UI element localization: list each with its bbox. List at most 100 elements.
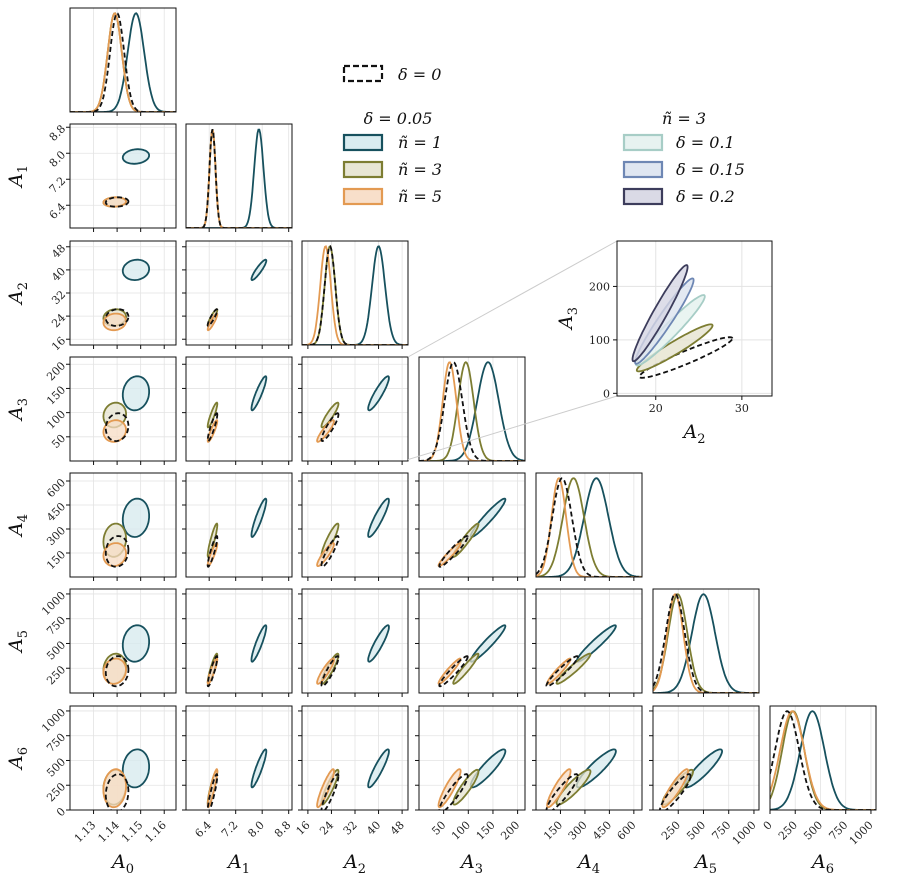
contour-ellipse [121,258,150,282]
joint-panel-A1-A2 [182,240,293,349]
legend-label: δ = 0.1 [676,133,735,152]
contour-ellipse [452,652,480,685]
x-axis-label: A3 [459,851,483,877]
legend-label: δ = 0.2 [676,187,735,206]
marginal-panel-A5 [652,588,760,697]
contour-ellipse [545,773,579,810]
contour-ellipse [438,655,469,688]
joint-panel-A3-A6: 50 100 150 200 [415,705,526,843]
contour-ellipse [316,657,335,685]
x-tick-label: 50 [429,819,448,838]
panel-frame [418,356,526,462]
y-axis-label: A4 [5,514,31,538]
panel-frame [69,705,177,811]
x-tick-label: 1.14 [95,819,122,846]
marginal-panel-A1 [185,123,293,232]
contour-ellipse [250,258,268,282]
joint-panel-A4-A6: 150 300 450 600 [532,705,643,843]
density-curve [536,477,642,577]
contour-ellipse [206,522,219,558]
y-tick-label: 32 [49,288,68,307]
contour-ellipse [367,497,390,538]
x-tick-label: 300 [566,819,590,843]
density-curve [186,129,292,228]
panel-frame [652,588,760,694]
legend-label: ñ = 5 [398,187,442,206]
inset-ellipse [635,323,714,373]
y-tick-label: 8.0 [47,148,69,170]
x-axis-label: A1 [226,851,250,877]
legend-swatch [622,133,664,152]
y-tick-label: 250 [44,780,68,804]
x-tick-label: 6.4 [192,819,214,841]
x-tick-label: 150 [541,819,565,843]
legend-swatch [342,187,384,206]
y-tick-label: 150 [44,383,68,407]
inset-x-axis-label: A2 [681,421,705,447]
y-tick-label: 500 [44,639,68,663]
contour-ellipse [250,748,268,789]
inset-y-tick-label: 100 [589,334,610,347]
inset-zoom: 20 30 0 100 200 A2 A3 [407,240,773,461]
density-curve [536,477,642,577]
contour-ellipse [320,655,340,688]
joint-panel-A2-A6: 16 24 32 40 48 [294,705,409,838]
contour-ellipse [367,748,390,789]
contour-ellipse [104,535,130,568]
joint-panel-A1-A6: 6.4 7.2 8.0 8.8 [182,705,293,841]
y-axis-label: A3 [5,398,31,422]
y-tick-label: 7.2 [47,174,69,196]
contour-ellipse [316,419,335,443]
joint-panel-A1-A5 [182,588,293,697]
panel-frame [69,7,177,113]
marginal-panel-A3 [418,356,526,465]
inset-y-axis-label: A3 [555,307,581,331]
legend-group-title: ñ = 3 [662,109,706,128]
legend-swatch-baseline [342,64,384,83]
panel-frame [535,588,643,694]
y-tick-label: 500 [44,756,68,780]
joint-panel-A0-A2: 16 24 32 40 48 [49,240,177,353]
panel-frame [418,588,526,694]
contour-ellipse [102,419,128,443]
y-tick-label: 450 [44,500,68,524]
contour-ellipse [206,308,219,327]
corner-panels: 6.47.28.08.81624324048501001502001503004… [5,7,877,877]
legend-label: δ = 0.15 [676,160,745,179]
legend-group-title: δ = 0.05 [364,109,433,128]
joint-panel-A3-A4 [415,472,526,581]
x-tick-label: 250 [776,819,800,843]
marginal-panel-A0 [69,7,177,116]
inset-background [617,241,772,396]
x-tick-label: 250 [659,819,683,843]
x-tick-label: 1000 [847,819,876,848]
inset-ellipse [631,264,689,363]
contour-ellipse [121,148,150,165]
contour-ellipse [367,624,390,663]
joint-panel-A0-A1: 6.4 7.2 8.0 8.8 [47,122,177,232]
contour-ellipse [121,375,150,412]
x-tick-label: 100 [449,819,473,843]
contour-ellipse [320,401,340,429]
x-tick-label: 8.0 [245,819,267,841]
density-curve [302,245,408,345]
panel-frame [185,356,293,462]
contour-ellipse [320,773,340,810]
y-tick-label: 200 [44,359,68,383]
contour-ellipse [206,534,219,568]
panel-frame [418,705,526,811]
joint-panel-A1-A3 [182,356,293,465]
panel-frame [69,472,177,578]
zoom-connector [407,240,618,358]
density-curve [770,710,876,810]
y-axis-label: A5 [5,630,31,654]
joint-panel-A2-A3 [298,356,409,465]
y-tick-label: 24 [49,311,68,330]
inset-y-tick-label: 0 [603,387,610,400]
contour-ellipse [659,773,692,810]
x-tick-label: 200 [498,819,522,843]
panel-frame [185,472,293,578]
